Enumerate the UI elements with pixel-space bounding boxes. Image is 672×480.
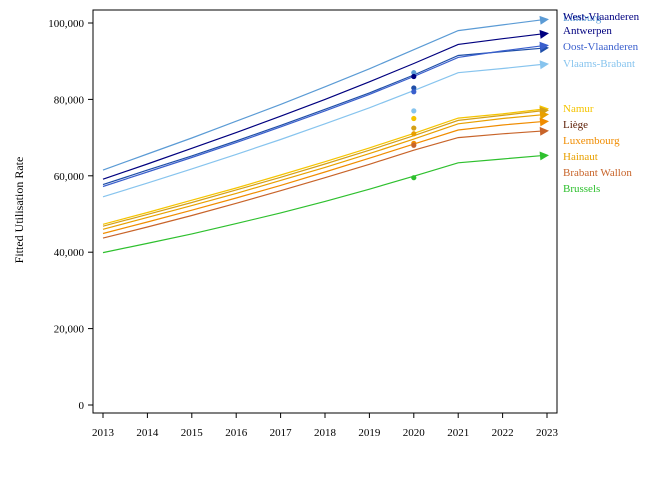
y-tick-label: 20,000	[54, 324, 85, 336]
x-tick-label: 2013	[92, 427, 115, 439]
series-label: Hainaut	[563, 151, 598, 163]
x-tick-label: 2015	[181, 427, 204, 439]
series-label: Brussels	[563, 183, 600, 195]
x-tick-label: 2018	[314, 427, 337, 439]
observed-point	[411, 142, 417, 148]
x-tick-label: 2016	[225, 427, 248, 439]
observed-point	[411, 175, 417, 181]
series-arrowhead	[539, 126, 549, 136]
observed-point	[411, 131, 417, 137]
series-label-overlap: Limburg	[563, 12, 602, 24]
series-arrowhead	[539, 41, 549, 51]
series-line	[102, 113, 548, 230]
observed-point	[411, 73, 417, 80]
series-line	[102, 44, 548, 188]
series-line	[102, 120, 548, 235]
x-axis: 2013 2014 2015 2016 2017 2018 2019 2020 2021 2022…	[92, 413, 559, 439]
series-arrowhead	[539, 15, 549, 25]
series-arrowhead	[539, 117, 549, 127]
y-tick-label: 100,000	[48, 18, 84, 30]
series-label: Brabant Wallon	[563, 167, 632, 179]
series-line	[102, 109, 548, 227]
series-line	[102, 32, 548, 180]
x-tick-label: 2023	[536, 427, 559, 439]
x-tick-label: 2020	[403, 427, 426, 439]
y-tick-label: 0	[79, 400, 85, 412]
series-line	[102, 63, 548, 198]
series-arrowhead	[539, 151, 549, 161]
series-line	[102, 47, 548, 186]
series-line	[102, 130, 548, 239]
y-tick-label: 80,000	[54, 94, 85, 106]
observed-point	[411, 125, 417, 131]
x-tick-label: 2019	[358, 427, 381, 439]
series-label: Luxembourg	[563, 135, 620, 147]
y-axis: 0 20,000 40,000 60,000 80,000 100,000	[48, 18, 93, 412]
observed-point	[411, 70, 417, 76]
series-line	[102, 18, 548, 171]
series-arrowhead	[539, 60, 549, 70]
x-tick-label: 2017	[270, 427, 293, 439]
series-line	[102, 154, 548, 254]
series-label: Namur	[563, 103, 594, 115]
y-tick-label: 40,000	[54, 247, 85, 259]
series-arrowhead	[539, 110, 549, 120]
observed-point	[411, 89, 417, 95]
y-axis-title: Fitted Utilisation Rate	[12, 157, 26, 264]
observed-point	[411, 108, 417, 114]
observed-point	[411, 85, 417, 91]
series-label: Antwerpen	[563, 25, 612, 37]
observed-points-layer	[411, 70, 417, 181]
x-tick-label: 2022	[492, 427, 514, 439]
series-arrowhead	[539, 29, 549, 39]
series-label: Vlaams-Brabant	[563, 58, 635, 70]
series-label: West-Vlaanderen	[563, 11, 640, 23]
series-label: Oost-Vlaanderen	[563, 41, 639, 53]
series-line	[102, 108, 548, 225]
x-tick-label: 2014	[136, 427, 159, 439]
series-label: Liège	[563, 119, 588, 131]
x-tick-label: 2021	[447, 427, 469, 439]
y-tick-label: 60,000	[54, 171, 85, 183]
observed-point	[411, 115, 417, 122]
series-layer	[102, 15, 549, 254]
